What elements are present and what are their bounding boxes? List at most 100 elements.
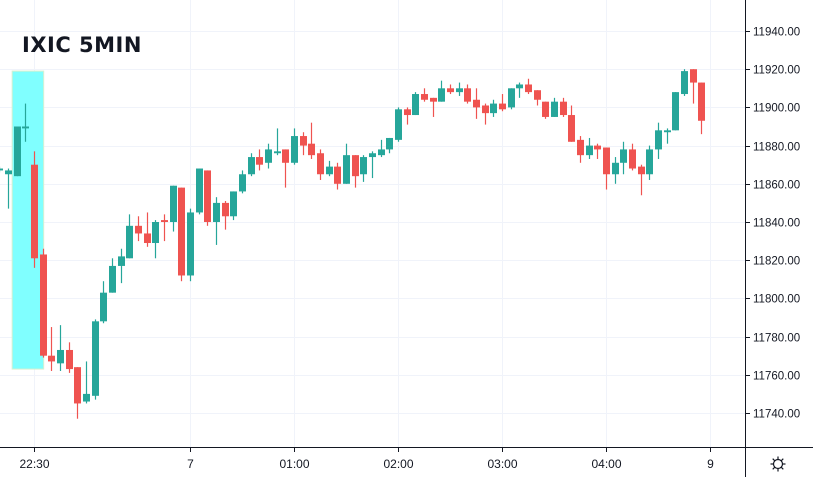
candle bbox=[352, 155, 359, 188]
candle bbox=[542, 101, 549, 119]
candle bbox=[5, 168, 12, 209]
candle-body bbox=[170, 185, 177, 222]
candle bbox=[404, 107, 411, 125]
candle bbox=[265, 143, 272, 169]
candle bbox=[594, 143, 601, 159]
candle-body bbox=[525, 84, 532, 93]
candle bbox=[369, 151, 376, 179]
candle bbox=[187, 208, 194, 282]
candle bbox=[74, 367, 81, 419]
y-tick-label: 11920.00 bbox=[753, 65, 800, 77]
candle-body bbox=[421, 94, 428, 100]
candle-body bbox=[343, 155, 350, 184]
candle-body bbox=[265, 149, 272, 163]
candle-body bbox=[92, 321, 99, 396]
candle bbox=[308, 122, 315, 159]
candle-body bbox=[291, 136, 298, 163]
candle bbox=[170, 185, 177, 232]
candle-body bbox=[551, 101, 558, 117]
candle-body bbox=[508, 88, 515, 108]
candle bbox=[196, 168, 203, 215]
candle bbox=[551, 97, 558, 117]
candle bbox=[395, 107, 402, 142]
candle-body bbox=[594, 145, 601, 150]
candle bbox=[499, 94, 506, 112]
candle-body bbox=[204, 170, 211, 222]
y-tick-label: 11840.00 bbox=[753, 218, 800, 230]
candle bbox=[456, 82, 463, 96]
candle-body bbox=[83, 393, 90, 402]
candle-body bbox=[118, 256, 125, 266]
candle bbox=[0, 166, 3, 173]
y-tick-label: 11780.00 bbox=[753, 333, 800, 345]
candle-body bbox=[334, 166, 341, 184]
candle-body bbox=[326, 166, 333, 175]
x-tick-label: 9 bbox=[707, 457, 714, 471]
candle bbox=[516, 82, 523, 98]
candle bbox=[646, 145, 653, 180]
candle-body bbox=[40, 254, 47, 356]
candle bbox=[681, 69, 688, 96]
candle bbox=[464, 84, 471, 104]
candle bbox=[334, 162, 341, 190]
candle-body bbox=[542, 101, 549, 117]
candle bbox=[577, 136, 584, 163]
candle-body bbox=[152, 222, 159, 244]
candle-body bbox=[109, 265, 116, 293]
candle bbox=[672, 92, 679, 131]
candle-body bbox=[490, 103, 497, 114]
candle bbox=[256, 149, 263, 171]
candle-body bbox=[447, 88, 454, 93]
x-tick-label: 22:30 bbox=[19, 457, 49, 471]
candle-body bbox=[586, 145, 593, 156]
settings-gear-icon[interactable] bbox=[769, 455, 787, 473]
candle-body bbox=[386, 137, 393, 150]
price-axis[interactable]: 11740.00 11760.00 11780.00 11800.00 11820.00… bbox=[745, 27, 800, 421]
highlight-box bbox=[11, 70, 45, 370]
candle-body bbox=[603, 147, 610, 175]
candle-body bbox=[22, 126, 29, 129]
candle-body bbox=[638, 166, 645, 175]
candle bbox=[248, 153, 255, 177]
candle bbox=[360, 155, 367, 182]
candle bbox=[57, 325, 64, 371]
candle-body bbox=[482, 105, 489, 114]
candle bbox=[291, 128, 298, 165]
candle-body bbox=[612, 162, 619, 175]
candle bbox=[508, 88, 515, 110]
candle bbox=[343, 143, 350, 184]
candle-body bbox=[196, 168, 203, 213]
candle bbox=[482, 103, 489, 125]
time-axis[interactable]: 22:30 7 01:00 02:00 03:00 04:00 9 bbox=[19, 447, 714, 471]
candle bbox=[178, 187, 185, 282]
candle-body bbox=[620, 149, 627, 163]
candle bbox=[31, 151, 38, 268]
x-tick-label: 02:00 bbox=[383, 457, 413, 471]
candle bbox=[48, 327, 55, 371]
candle-body bbox=[378, 149, 385, 156]
candle bbox=[326, 160, 333, 177]
candle bbox=[620, 141, 627, 175]
y-tick-label: 11880.00 bbox=[753, 142, 800, 154]
candle bbox=[100, 281, 107, 324]
candle-body bbox=[456, 88, 463, 93]
candle bbox=[603, 147, 610, 190]
candle bbox=[568, 105, 575, 142]
candle-body bbox=[395, 109, 402, 140]
candle-body bbox=[672, 92, 679, 131]
candle bbox=[22, 103, 29, 142]
candle-body bbox=[369, 153, 376, 158]
y-tick-label: 11800.00 bbox=[753, 294, 800, 306]
candle-body bbox=[144, 233, 151, 244]
y-tick-label: 11900.00 bbox=[753, 103, 800, 115]
candle bbox=[222, 200, 229, 230]
candle-body bbox=[48, 355, 55, 362]
candle bbox=[586, 137, 593, 159]
candle bbox=[629, 143, 636, 171]
candle-body bbox=[516, 84, 523, 89]
candle-body bbox=[5, 170, 12, 175]
candle-body bbox=[74, 367, 81, 404]
candle-body bbox=[473, 99, 480, 108]
candle-body bbox=[300, 136, 307, 146]
